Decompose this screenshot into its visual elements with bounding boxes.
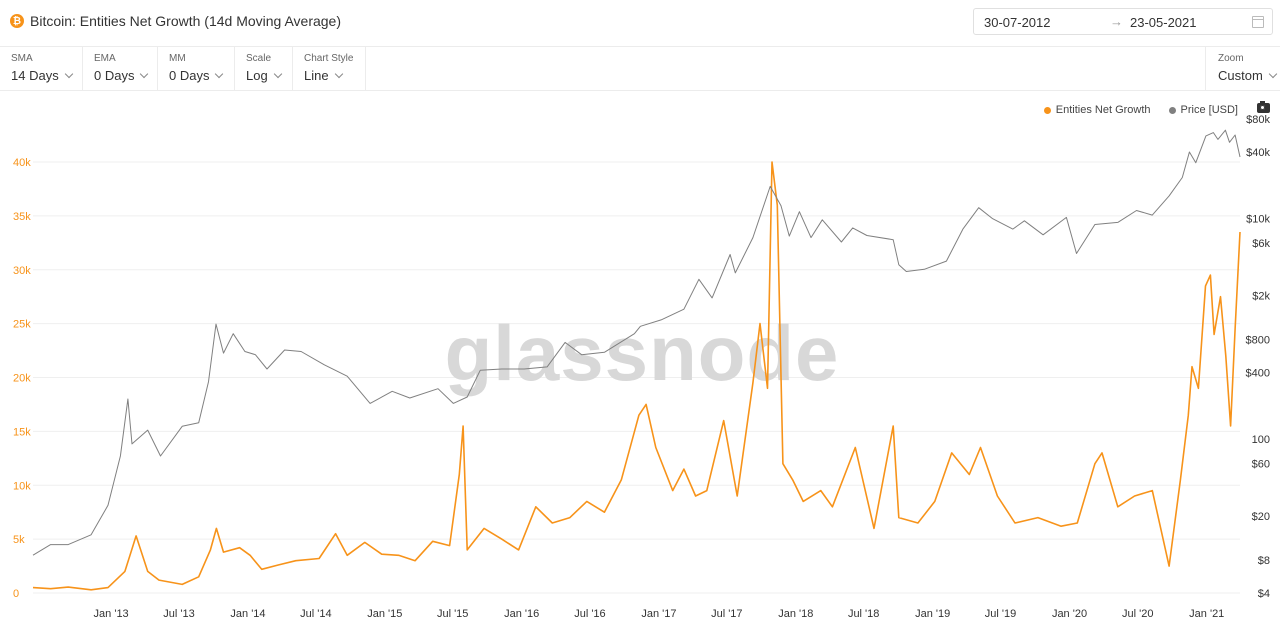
legend-label-growth: Entities Net Growth — [1055, 104, 1151, 116]
date-range-picker[interactable]: 30-07-2012 → 23-05-2021 — [973, 8, 1273, 35]
zoom-value[interactable]: Custom — [1218, 68, 1278, 83]
watermark-text: glassnode — [445, 309, 840, 397]
ema-label: EMA — [94, 53, 116, 64]
y-right-tick-label: $20 — [1252, 511, 1270, 523]
y-right-tick-label: $6k — [1252, 238, 1270, 250]
y-right-tick-label: $40k — [1246, 147, 1270, 159]
y-left-tick-label: 40k — [13, 157, 31, 169]
date-to[interactable]: 23-05-2021 — [1130, 15, 1197, 30]
chart-legend: Entities Net Growth Price [USD] — [1026, 104, 1238, 116]
x-tick-label: Jan '17 — [641, 608, 676, 620]
zoom-select[interactable]: Zoom Custom — [1205, 47, 1280, 91]
x-tick-label: Jan '18 — [778, 608, 813, 620]
sma-value-text: 14 Days — [11, 68, 59, 83]
entities-growth-series-line — [32, 161, 1241, 591]
x-tick-label: Jul '15 — [437, 608, 468, 620]
y-right-tick-label: 100 — [1252, 434, 1270, 446]
chart-style-value[interactable]: Line — [304, 68, 343, 83]
y-left-tick-label: 15k — [13, 426, 31, 438]
legend-dot-price — [1168, 106, 1176, 114]
mm-label: MM — [169, 53, 186, 64]
chart-title: Bitcoin: Entities Net Growth (14d Moving… — [30, 13, 342, 29]
title-wrap: ₿ Bitcoin: Entities Net Growth (14d Movi… — [10, 13, 341, 29]
x-tick-label: Jul '19 — [985, 608, 1016, 620]
chevron-down-icon — [215, 69, 224, 79]
sma-value[interactable]: 14 Days — [11, 68, 73, 83]
y-right-tick-label: $10k — [1246, 213, 1270, 225]
calendar-icon[interactable] — [1252, 16, 1264, 28]
scale-select[interactable]: Scale Log — [235, 47, 293, 91]
x-tick-label: Jan '20 — [1052, 608, 1087, 620]
legend-item-price[interactable]: Price [USD] — [1168, 104, 1238, 116]
chart-style-label: Chart Style — [304, 53, 354, 64]
y-right-tick-label: $800 — [1246, 334, 1270, 346]
chevron-down-icon — [334, 69, 343, 79]
y-right-tick-label: $8 — [1258, 555, 1270, 567]
y-left-tick-label: 30k — [13, 265, 31, 277]
y-left-tick-label: 10k — [13, 480, 31, 492]
sma-label: SMA — [11, 53, 33, 64]
chevron-down-icon — [140, 69, 149, 79]
y-right-tick-label: $80k — [1246, 114, 1270, 126]
chevron-down-icon — [273, 69, 282, 79]
y-left-tick-label: 35k — [13, 211, 31, 223]
sma-select[interactable]: SMA 14 Days — [0, 47, 83, 91]
arrow-right-icon: → — [1110, 14, 1123, 29]
zoom-value-text: Custom — [1218, 68, 1263, 83]
x-tick-label: Jul '13 — [163, 608, 194, 620]
grid-lines — [33, 161, 1240, 594]
chart-area: glassnode 0 5k 10k 15k 20k 25k 30k 35k 40k $4 $8 $2… — [13, 114, 1270, 620]
axis-labels: 0 5k 10k 15k 20k 25k 30k 35k 40k $4 $8 $20 $60 100 $40… — [13, 114, 1270, 620]
date-from[interactable]: 30-07-2012 — [984, 15, 1051, 30]
x-tick-label: Jan '14 — [230, 608, 265, 620]
chart-header: ₿ Bitcoin: Entities Net Growth (14d Movi… — [0, 0, 1280, 46]
mm-value-text: 0 Days — [169, 68, 210, 83]
x-tick-label: Jul '16 — [574, 608, 605, 620]
chevron-down-icon — [64, 69, 73, 79]
y-left-tick-label: 25k — [13, 319, 31, 331]
y-right-tick-label: $60 — [1252, 458, 1270, 470]
legend-dot-growth — [1043, 106, 1051, 114]
scale-value-text: Log — [246, 68, 268, 83]
ema-value-text: 0 Days — [94, 68, 135, 83]
x-tick-label: Jan '19 — [915, 608, 950, 620]
chart-style-value-text: Line — [304, 68, 329, 83]
x-tick-label: Jan '21 — [1189, 608, 1224, 620]
y-left-tick-label: 0 — [13, 588, 19, 600]
y-left-tick-label: 20k — [13, 373, 31, 385]
chevron-down-icon — [1268, 69, 1278, 79]
legend-item-growth[interactable]: Entities Net Growth — [1043, 104, 1151, 116]
camera-icon[interactable] — [1257, 101, 1270, 113]
mm-value[interactable]: 0 Days — [169, 68, 224, 83]
scale-value[interactable]: Log — [246, 68, 282, 83]
zoom-label: Zoom — [1218, 53, 1244, 64]
x-tick-label: Jan '15 — [367, 608, 402, 620]
x-tick-label: Jul '20 — [1122, 608, 1153, 620]
ema-select[interactable]: EMA 0 Days — [83, 47, 158, 91]
y-right-tick-label: $400 — [1246, 368, 1270, 380]
x-tick-label: Jul '17 — [711, 608, 742, 620]
mm-select[interactable]: MM 0 Days — [158, 47, 235, 91]
ema-value[interactable]: 0 Days — [94, 68, 149, 83]
y-left-tick-label: 5k — [13, 534, 25, 546]
x-tick-label: Jan '13 — [94, 608, 129, 620]
scale-label: Scale — [246, 53, 272, 64]
chart-toolbar: SMA 14 Days EMA 0 Days MM 0 Days Scale L… — [0, 46, 1280, 91]
bitcoin-icon: ₿ — [10, 14, 24, 28]
y-right-tick-label: $4 — [1258, 588, 1270, 600]
y-right-tick-label: $2k — [1252, 290, 1270, 302]
x-tick-label: Jul '18 — [848, 608, 879, 620]
series-group — [32, 129, 1241, 591]
chart-style-select[interactable]: Chart Style Line — [293, 47, 366, 91]
price-series-line — [32, 129, 1241, 556]
legend-label-price: Price [USD] — [1180, 104, 1238, 116]
x-tick-label: Jul '14 — [300, 608, 331, 620]
x-tick-label: Jan '16 — [504, 608, 539, 620]
